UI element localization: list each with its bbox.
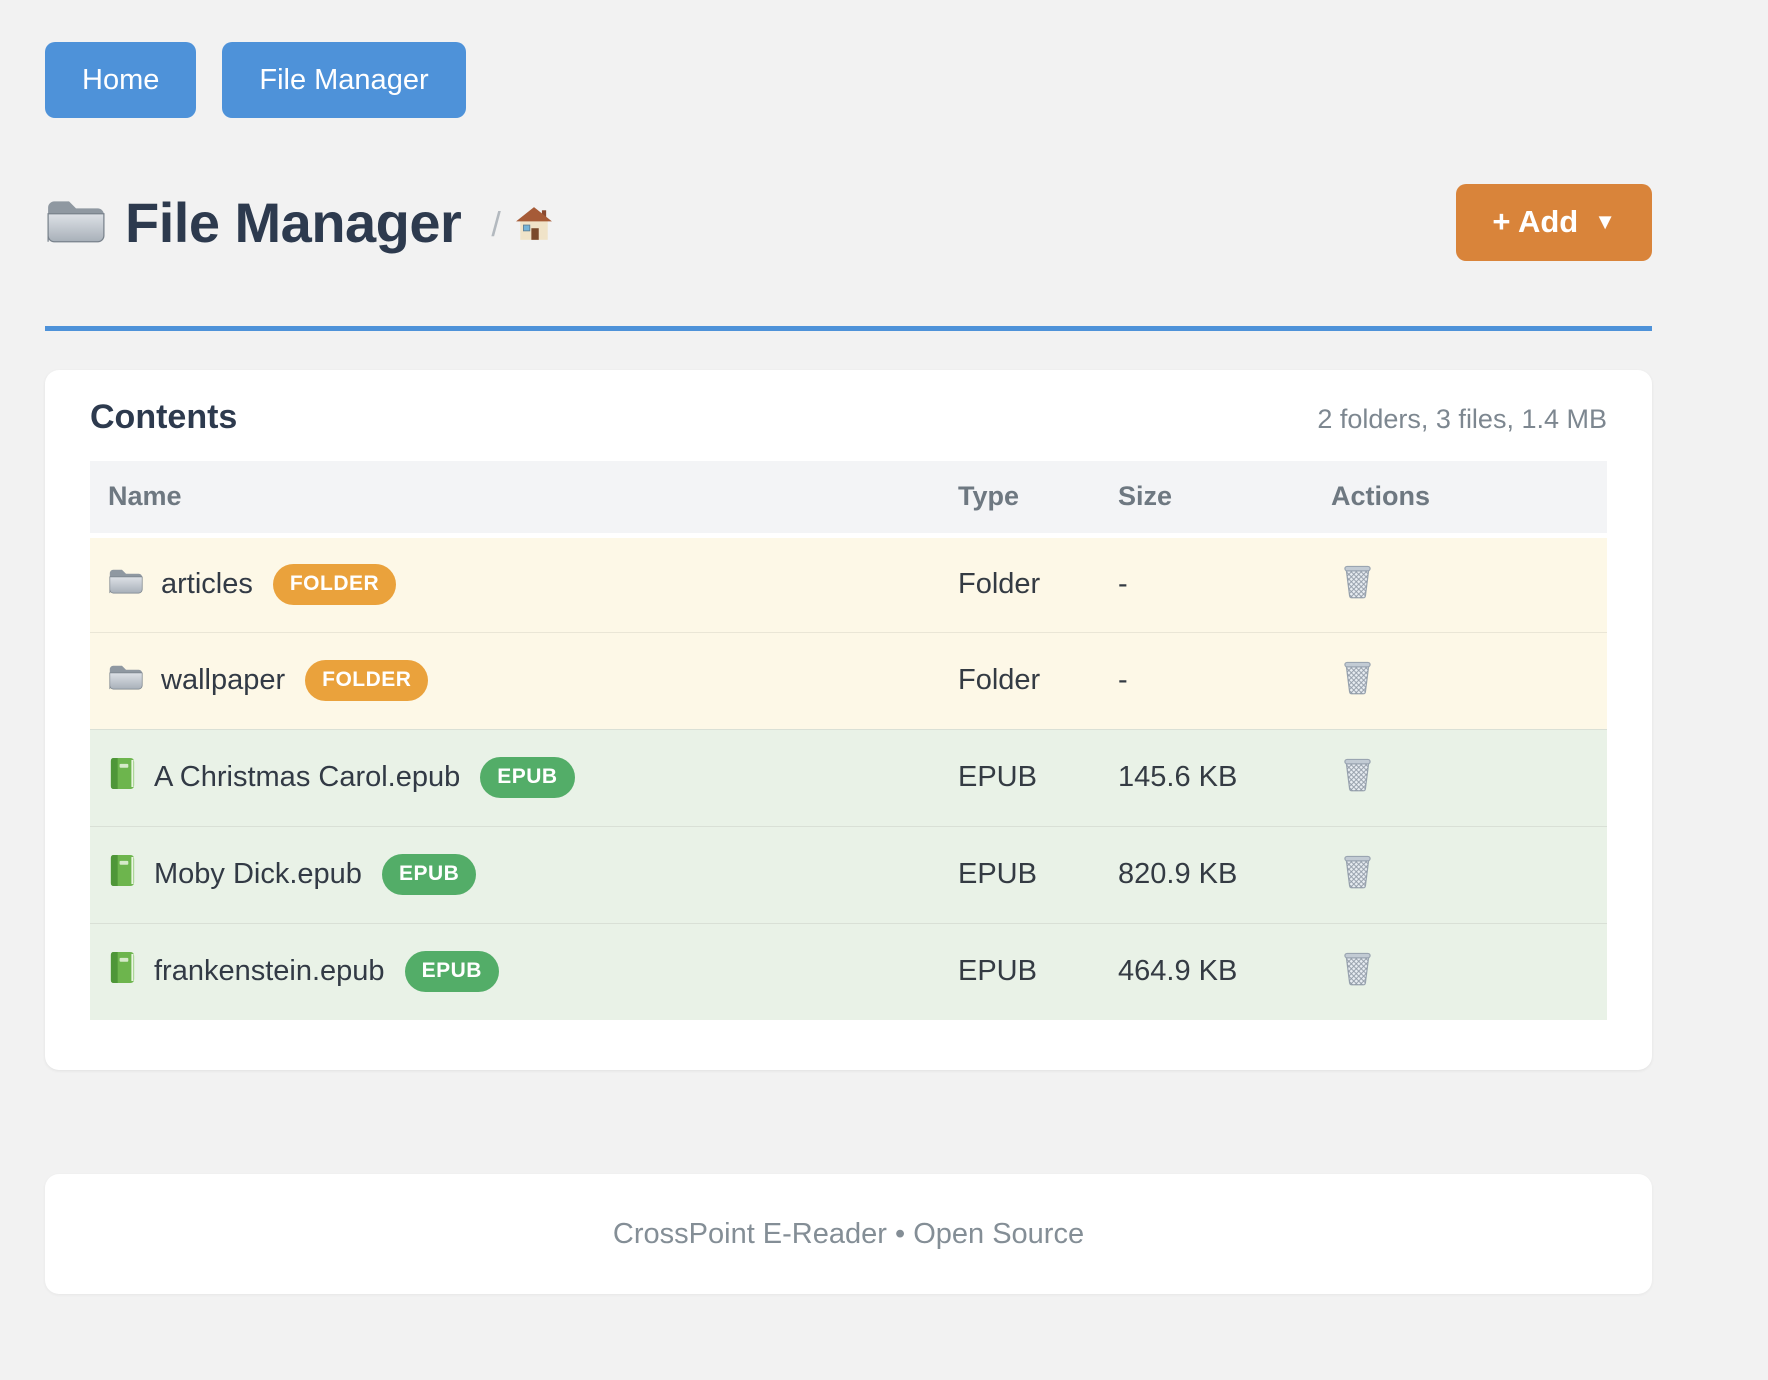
item-type: Folder (958, 631, 1118, 729)
title-row: File Manager / + Add ▼ (45, 182, 1652, 262)
item-size: 464.9 KB (1118, 922, 1331, 1020)
file-table: Name Type Size Actions articles FOLDER F… (90, 461, 1607, 1020)
contents-summary: 2 folders, 3 files, 1.4 MB (1317, 404, 1607, 434)
item-size: 820.9 KB (1118, 825, 1331, 923)
footer: CrossPoint E-Reader • Open Source (45, 1174, 1652, 1294)
type-badge: FOLDER (305, 660, 429, 701)
trash-icon (1341, 855, 1374, 892)
item-size: 145.6 KB (1118, 728, 1331, 826)
footer-text: CrossPoint E-Reader • Open Source (612, 1217, 1085, 1250)
item-name[interactable]: Moby Dick.epub (154, 858, 362, 890)
table-row: A Christmas Carol.epub EPUB EPUB 145.6 K… (90, 728, 1607, 826)
add-button-label: + Add (1492, 204, 1579, 239)
type-badge: EPUB (480, 757, 575, 798)
file-table-body: articles FOLDER Folder - wallpaper FOLDE… (90, 535, 1607, 1020)
item-name[interactable]: frankenstein.epub (154, 955, 385, 988)
delete-button[interactable] (1341, 755, 1374, 792)
type-badge: EPUB (381, 854, 477, 895)
contents-heading: Contents (90, 398, 238, 436)
item-name[interactable]: A Christmas Carol.epub (154, 761, 461, 793)
add-button[interactable]: + Add ▼ (1456, 183, 1652, 261)
home-icon[interactable] (515, 206, 553, 247)
column-header-size: Size (1118, 461, 1331, 538)
column-header-actions: Actions (1331, 461, 1607, 538)
green-book-icon (108, 756, 137, 799)
folder-icon (108, 662, 144, 699)
table-row: articles FOLDER Folder - (90, 535, 1607, 632)
home-button[interactable]: Home (45, 42, 197, 118)
item-size: - (1118, 568, 1128, 600)
item-size: - (1118, 631, 1331, 729)
folder-icon (45, 195, 107, 250)
green-book-icon (108, 853, 137, 896)
column-header-name: Name (90, 461, 958, 538)
top-nav: Home File Manager (45, 0, 1652, 118)
item-type: Folder (958, 568, 1041, 600)
delete-button[interactable] (1341, 562, 1374, 599)
breadcrumb-separator: / (491, 205, 501, 244)
column-header-type: Type (958, 461, 1118, 538)
folder-icon (108, 566, 144, 603)
trash-icon (1341, 953, 1374, 989)
file-manager-button[interactable]: File Manager (222, 42, 466, 118)
title-divider (45, 326, 1652, 331)
type-badge: EPUB (404, 951, 499, 993)
item-type: EPUB (958, 922, 1118, 1020)
trash-icon (1341, 758, 1374, 795)
table-header-row: Name Type Size Actions (90, 461, 1607, 538)
item-name[interactable]: wallpaper (161, 664, 286, 696)
table-row: Moby Dick.epub EPUB EPUB 820.9 KB (90, 825, 1607, 923)
trash-icon (1341, 661, 1374, 698)
item-type: EPUB (958, 728, 1118, 826)
delete-button[interactable] (1341, 658, 1374, 695)
trash-icon (1341, 565, 1374, 602)
green-book-icon (108, 950, 137, 993)
page: Home File Manager File Manager / + Add ▼… (45, 0, 1652, 1294)
delete-button[interactable] (1341, 949, 1374, 986)
page-title: File Manager (125, 190, 462, 254)
item-name[interactable]: articles (161, 568, 253, 600)
delete-button[interactable] (1341, 852, 1374, 889)
table-row: wallpaper FOLDER Folder - (90, 631, 1607, 729)
caret-down-icon: ▼ (1594, 209, 1616, 234)
item-type: EPUB (958, 825, 1118, 923)
table-row: frankenstein.epub EPUB EPUB 464.9 KB (90, 922, 1607, 1020)
contents-card: Contents 2 folders, 3 files, 1.4 MB Name… (45, 370, 1652, 1070)
type-badge: FOLDER (272, 564, 397, 605)
